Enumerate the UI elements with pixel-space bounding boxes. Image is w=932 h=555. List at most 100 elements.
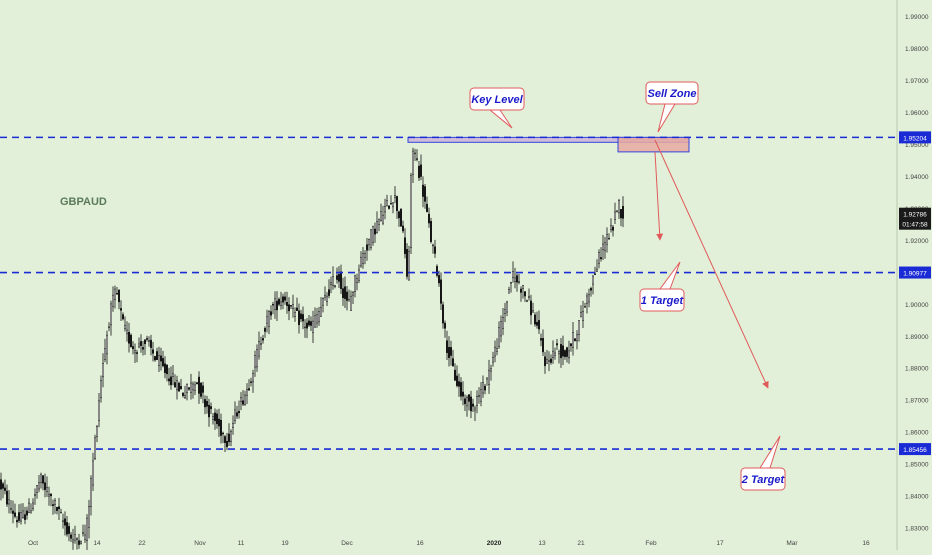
x-tick-label: 16 [862,540,870,547]
candle-body [444,322,446,329]
candle-body [304,326,306,329]
candle-body [56,506,58,511]
candle-body [114,288,116,300]
candle-body [578,320,580,335]
candle-body [344,286,346,299]
candle-body [14,512,16,517]
candle-body [20,512,22,522]
candle-body [284,296,286,301]
candle-body [508,289,510,294]
candle-body [312,320,314,333]
candle-body [132,346,134,350]
candle-body [462,391,464,397]
candle-body [260,343,262,345]
candle-body [296,307,298,312]
candle-body [368,239,370,246]
candle-body [30,510,32,514]
callout-box [740,467,786,491]
candle-body [502,317,504,329]
candle-body [466,397,468,407]
current-price-countdown: 01:47:58 [902,222,928,229]
candle-body [422,184,424,197]
candle-body [558,351,560,355]
candle-body [530,300,532,316]
candle-body [492,357,494,363]
candle-body [484,385,486,391]
candle-body [28,502,30,514]
candle-body [286,302,288,306]
candle-body [110,303,112,326]
candle-body [442,304,444,324]
y-tick-label: 1.85000 [905,462,929,469]
candle-body [300,313,302,320]
candle-body [210,406,212,410]
candle-body [106,334,108,355]
candle-body [36,485,38,493]
candle-body [412,150,414,175]
candle-body [214,412,216,421]
candle-body [382,214,384,224]
candle-body [576,334,578,342]
candle-body [276,300,278,311]
candle-body [608,238,610,240]
candle-body [550,358,552,363]
candle-body [192,383,194,391]
candle-body [60,511,62,514]
candle-body [488,369,490,385]
candle-body [50,493,52,497]
candle-body [408,250,410,281]
candle-body [390,203,392,205]
candle-body [482,382,484,394]
candle-body [514,277,516,282]
candle-body [432,244,434,247]
candle-body [410,175,412,249]
x-tick-label: Oct [28,540,38,547]
candle-body [94,437,96,459]
candle-body [510,281,512,284]
candle-body [116,293,118,295]
callout-text-target-2: 2 Target [741,474,786,486]
level-price-label-target1: 1.90977 [903,271,927,278]
candle-body [224,436,226,443]
candle-body [174,382,176,388]
candle-body [522,285,524,289]
candle-body [78,540,80,545]
candle-body [274,298,276,310]
candle-body [430,221,432,242]
candle-body [6,490,8,505]
candle-body [400,208,402,227]
candle-body [434,246,436,254]
x-tick-label: 17 [716,540,724,547]
candle-body [292,304,294,309]
level-price-box-target1 [899,266,931,279]
candle-body [186,383,188,393]
callout-text-target-1: 1 Target [641,295,685,307]
y-tick-label: 1.95000 [905,142,929,149]
candle-body [216,413,218,425]
candle-body [156,351,158,361]
candle-body [126,329,128,335]
candle-body [70,534,72,539]
candle-body [490,368,492,372]
candle-body [32,502,34,509]
candle-body [54,500,56,506]
level-price-box-target2 [899,443,931,456]
candle-body [184,395,186,399]
candle-body [334,285,336,288]
candle-body [356,277,358,283]
candle-body [22,510,24,518]
candle-body [496,348,498,352]
candle-body [62,520,64,522]
candle-body [406,249,408,277]
candle-body [506,301,508,313]
candle-body [614,211,616,220]
candle-body [74,534,76,541]
candle-body [560,344,562,359]
candle-body [58,506,60,510]
candle-body [220,419,222,436]
callout-text-key-level: Key Level [471,94,523,106]
candle-body [136,352,138,354]
candle-body [282,296,284,303]
